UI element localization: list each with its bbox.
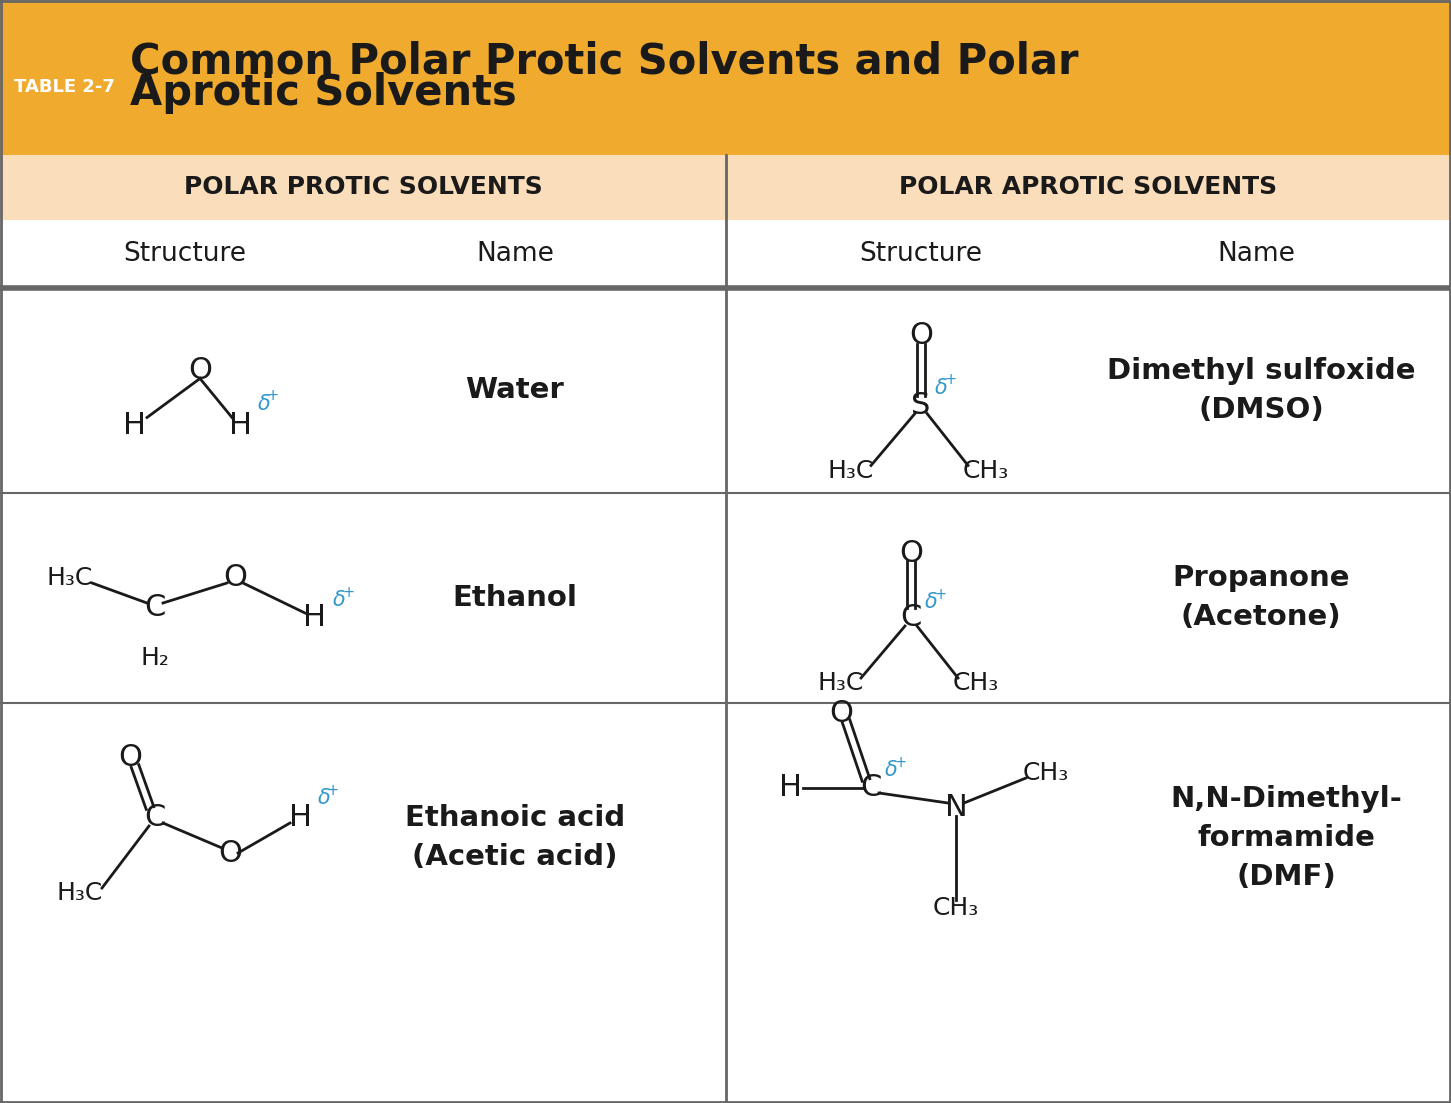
Text: O: O bbox=[908, 321, 933, 350]
Text: H₃C: H₃C bbox=[818, 671, 865, 695]
Text: δ: δ bbox=[885, 760, 898, 780]
Text: Ethanoic acid
(Acetic acid): Ethanoic acid (Acetic acid) bbox=[405, 804, 625, 871]
Text: H: H bbox=[779, 773, 802, 803]
Text: +: + bbox=[945, 373, 956, 387]
Text: CH₃: CH₃ bbox=[1023, 761, 1069, 785]
Text: C: C bbox=[144, 593, 165, 622]
Text: Propanone
(Acetone): Propanone (Acetone) bbox=[1172, 565, 1349, 632]
Text: H: H bbox=[303, 603, 326, 632]
Text: δ: δ bbox=[934, 377, 948, 397]
Text: C: C bbox=[860, 773, 882, 803]
Text: POLAR APROTIC SOLVENTS: POLAR APROTIC SOLVENTS bbox=[900, 175, 1277, 200]
Text: O: O bbox=[223, 564, 247, 592]
Text: Ethanol: Ethanol bbox=[453, 583, 577, 612]
Text: Name: Name bbox=[1217, 240, 1294, 267]
Text: Structure: Structure bbox=[123, 240, 247, 267]
Text: CH₃: CH₃ bbox=[963, 459, 1008, 482]
Text: Structure: Structure bbox=[859, 240, 982, 267]
Text: H: H bbox=[123, 411, 147, 440]
Text: H: H bbox=[228, 411, 251, 440]
Text: δ: δ bbox=[332, 590, 345, 610]
Text: TABLE 2-7: TABLE 2-7 bbox=[15, 78, 115, 96]
Text: +: + bbox=[326, 783, 340, 797]
Text: H₃C: H₃C bbox=[57, 881, 103, 904]
Text: H₃C: H₃C bbox=[829, 459, 874, 482]
Text: Water: Water bbox=[466, 376, 564, 405]
Text: Common Polar Protic Solvents and Polar: Common Polar Protic Solvents and Polar bbox=[131, 41, 1078, 83]
Text: O: O bbox=[218, 838, 242, 867]
Text: CH₃: CH₃ bbox=[953, 671, 1000, 695]
Text: H₂: H₂ bbox=[141, 646, 170, 670]
Text: S: S bbox=[911, 390, 930, 420]
Text: H₃C: H₃C bbox=[46, 566, 93, 590]
Text: O: O bbox=[118, 743, 142, 772]
Text: +: + bbox=[267, 388, 279, 404]
Text: H: H bbox=[289, 803, 312, 833]
Text: Aprotic Solvents: Aprotic Solvents bbox=[131, 73, 517, 115]
Text: Dimethyl sulfoxide
(DMSO): Dimethyl sulfoxide (DMSO) bbox=[1107, 357, 1415, 424]
Text: +: + bbox=[342, 585, 354, 600]
Text: N: N bbox=[945, 793, 968, 823]
Text: δ: δ bbox=[924, 592, 937, 612]
Bar bbox=[726, 156, 1451, 219]
Text: N,N-Dimethyl-
formamide
(DMF): N,N-Dimethyl- formamide (DMF) bbox=[1170, 785, 1402, 891]
Text: C: C bbox=[900, 603, 921, 632]
Text: O: O bbox=[829, 698, 853, 728]
Bar bbox=[0, 0, 1451, 156]
Text: POLAR PROTIC SOLVENTS: POLAR PROTIC SOLVENTS bbox=[184, 175, 543, 200]
Text: δ: δ bbox=[318, 788, 331, 808]
Bar bbox=[0, 156, 726, 219]
Text: δ: δ bbox=[258, 394, 271, 414]
Text: C: C bbox=[144, 803, 165, 833]
Text: +: + bbox=[934, 587, 946, 602]
Text: Name: Name bbox=[476, 240, 554, 267]
Text: CH₃: CH₃ bbox=[933, 896, 979, 920]
Text: O: O bbox=[900, 538, 923, 568]
Text: +: + bbox=[894, 754, 905, 770]
Text: O: O bbox=[189, 356, 212, 385]
Bar bbox=[0, 219, 1451, 288]
